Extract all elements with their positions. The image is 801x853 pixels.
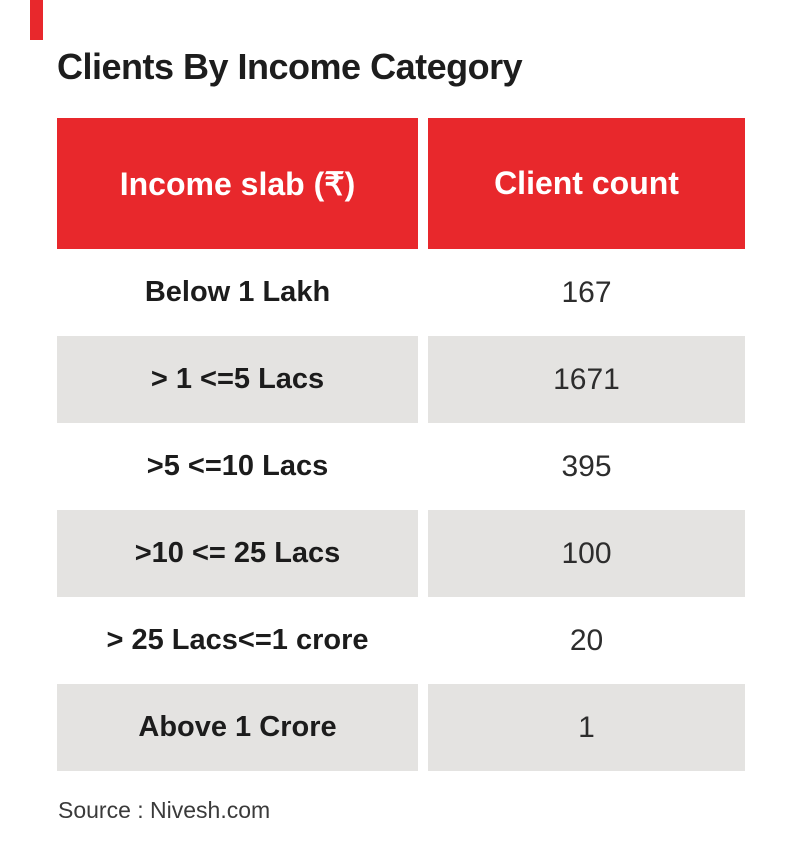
income-slab-cell: > 25 Lacs<=1 crore <box>106 624 369 656</box>
source-attribution: Source : Nivesh.com <box>58 797 271 823</box>
table-row: Above 1 Crore 1 <box>57 684 745 771</box>
red-corner-mark <box>30 0 43 40</box>
client-count-cell: 100 <box>428 510 745 597</box>
header-income-slab: Income slab (₹) <box>57 118 418 249</box>
client-count-cell: 20 <box>569 623 604 657</box>
page-title: Clients By Income Category <box>57 46 523 87</box>
table-row: >10 <= 25 Lacs 100 <box>57 510 745 597</box>
table-row: > 1 <=5 Lacs 1671 <box>57 336 745 423</box>
income-table: Income slab (₹) Client count Below 1 Lak… <box>57 118 745 771</box>
income-slab-cell: >10 <= 25 Lacs <box>57 510 418 597</box>
income-slab-cell: Above 1 Crore <box>57 684 418 771</box>
client-count-cell: 1 <box>428 684 745 771</box>
income-slab-cell: > 1 <=5 Lacs <box>57 336 418 423</box>
table-row: > 25 Lacs<=1 crore 20 <box>57 597 745 684</box>
table-row: Below 1 Lakh 167 <box>57 249 745 336</box>
client-count-cell: 395 <box>561 449 612 483</box>
income-slab-cell: Below 1 Lakh <box>144 276 331 308</box>
table-header-row: Income slab (₹) Client count <box>57 118 745 249</box>
client-count-cell: 1671 <box>428 336 745 423</box>
income-slab-cell: >5 <=10 Lacs <box>146 450 329 482</box>
table-row: >5 <=10 Lacs 395 <box>57 423 745 510</box>
header-client-count: Client count <box>428 118 745 249</box>
client-count-cell: 167 <box>561 275 612 309</box>
